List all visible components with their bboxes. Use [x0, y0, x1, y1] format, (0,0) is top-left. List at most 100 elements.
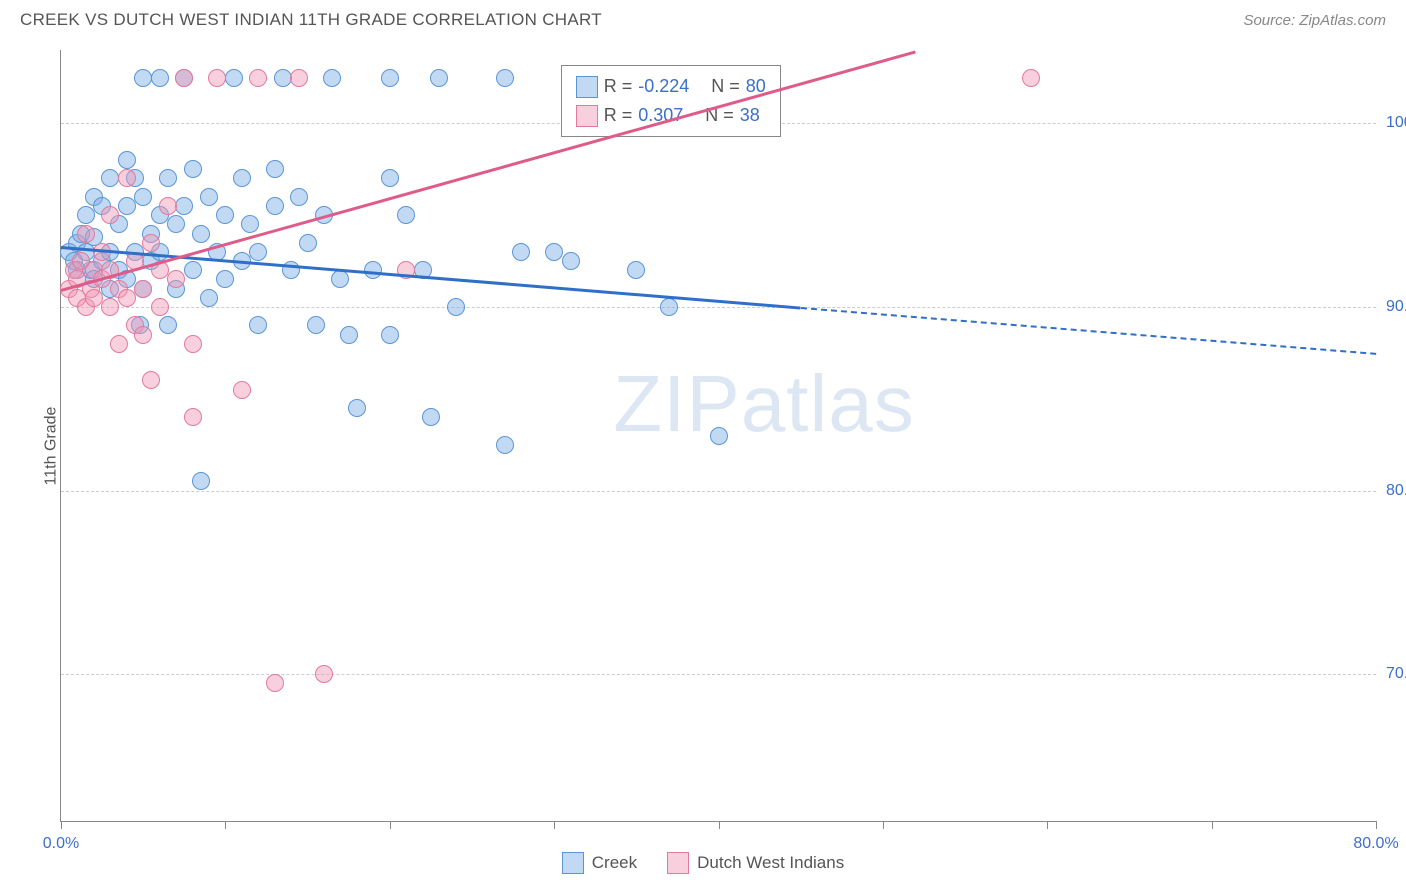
data-point [249, 243, 267, 261]
data-point [151, 298, 169, 316]
legend-swatch [576, 105, 598, 127]
y-tick-label: 90.0% [1386, 298, 1406, 316]
x-tick [554, 821, 555, 829]
x-tick [61, 821, 62, 829]
legend-swatch [667, 852, 689, 874]
data-point [101, 298, 119, 316]
page-title: CREEK VS DUTCH WEST INDIAN 11TH GRADE CO… [20, 10, 602, 30]
data-point [167, 215, 185, 233]
data-point [184, 335, 202, 353]
gridline [61, 674, 1376, 675]
x-tick [1212, 821, 1213, 829]
stats-legend: R = -0.224 N = 80R = 0.307 N = 38 [561, 65, 781, 137]
data-point [233, 169, 251, 187]
data-point [200, 188, 218, 206]
gridline [61, 307, 1376, 308]
x-tick-label: 80.0% [1353, 835, 1398, 853]
trend-line-extrapolation [801, 307, 1376, 355]
data-point [323, 69, 341, 87]
data-point [315, 665, 333, 683]
bottom-legend: Creek Dutch West Indians [0, 852, 1406, 874]
x-tick [1047, 821, 1048, 829]
data-point [290, 69, 308, 87]
data-point [660, 298, 678, 316]
data-point [447, 298, 465, 316]
legend-label: Dutch West Indians [697, 853, 844, 873]
legend-swatch [562, 852, 584, 874]
data-point [430, 69, 448, 87]
data-point [710, 427, 728, 445]
y-axis-label: 11th Grade [42, 407, 60, 486]
data-point [545, 243, 563, 261]
data-point [159, 169, 177, 187]
data-point [241, 215, 259, 233]
data-point [159, 197, 177, 215]
data-point [101, 169, 119, 187]
x-tick-label: 0.0% [43, 835, 79, 853]
data-point [348, 399, 366, 417]
data-point [233, 381, 251, 399]
data-point [184, 160, 202, 178]
data-point [208, 69, 226, 87]
legend-label: Creek [592, 853, 637, 873]
data-point [381, 69, 399, 87]
data-point [184, 261, 202, 279]
data-point [134, 326, 152, 344]
data-point [118, 197, 136, 215]
data-point [118, 151, 136, 169]
data-point [627, 261, 645, 279]
data-point [167, 270, 185, 288]
data-point [118, 169, 136, 187]
data-point [101, 206, 119, 224]
data-point [496, 69, 514, 87]
data-point [249, 69, 267, 87]
x-tick [225, 821, 226, 829]
data-point [290, 188, 308, 206]
data-point [299, 234, 317, 252]
data-point [266, 674, 284, 692]
data-point [225, 69, 243, 87]
legend-row: R = -0.224 N = 80 [576, 72, 766, 101]
data-point [562, 252, 580, 270]
x-tick [883, 821, 884, 829]
x-tick [390, 821, 391, 829]
data-point [340, 326, 358, 344]
data-point [175, 197, 193, 215]
data-point [249, 316, 267, 334]
data-point [216, 206, 234, 224]
data-point [200, 289, 218, 307]
y-tick-label: 70.0% [1386, 665, 1406, 683]
data-point [142, 371, 160, 389]
data-point [142, 234, 160, 252]
data-point [266, 197, 284, 215]
data-point [397, 206, 415, 224]
data-point [216, 270, 234, 288]
y-tick-label: 80.0% [1386, 482, 1406, 500]
data-point [1022, 69, 1040, 87]
data-point [151, 69, 169, 87]
data-point [266, 160, 284, 178]
data-point [77, 225, 95, 243]
data-point [192, 472, 210, 490]
data-point [134, 69, 152, 87]
data-point [422, 408, 440, 426]
data-point [381, 326, 399, 344]
data-point [274, 69, 292, 87]
x-tick [719, 821, 720, 829]
watermark: ZIPatlas [613, 358, 914, 450]
data-point [118, 289, 136, 307]
data-point [134, 280, 152, 298]
legend-swatch [576, 76, 598, 98]
data-point [110, 335, 128, 353]
data-point [331, 270, 349, 288]
legend-item: Creek [562, 852, 637, 874]
legend-row: R = 0.307 N = 38 [576, 101, 766, 130]
x-tick [1376, 821, 1377, 829]
data-point [159, 316, 177, 334]
data-point [496, 436, 514, 454]
gridline [61, 491, 1376, 492]
correlation-chart: ZIPatlas 70.0%80.0%90.0%100.0%0.0%80.0%R… [60, 50, 1376, 822]
data-point [512, 243, 530, 261]
legend-item: Dutch West Indians [667, 852, 844, 874]
data-point [381, 169, 399, 187]
